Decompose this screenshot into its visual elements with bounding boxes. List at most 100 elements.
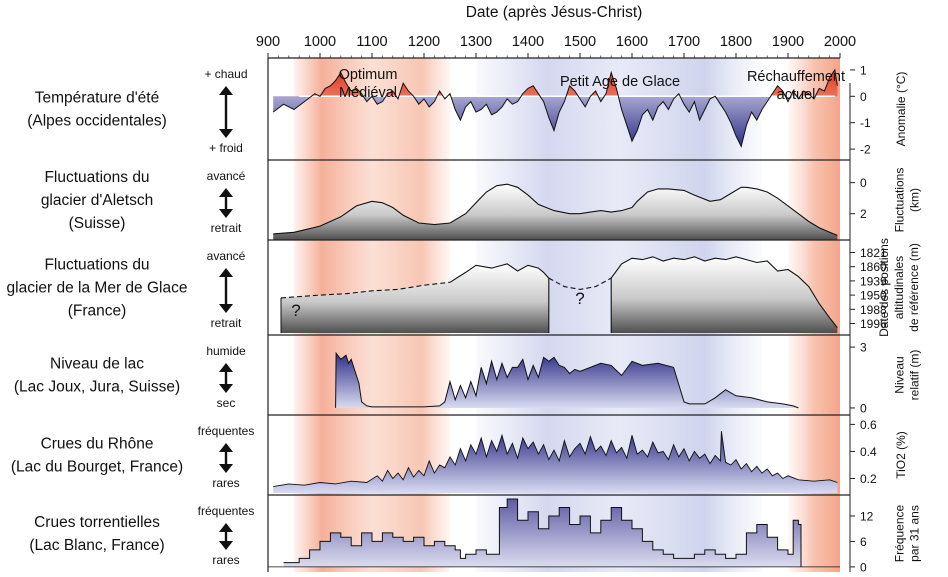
x-tick-label-1000: 1000	[304, 34, 336, 50]
panel-top-label-torrents: fréquentes	[198, 504, 255, 518]
y-tick-label-merdeglace: 1950	[860, 289, 887, 303]
panel-title-merdeglace: glacier de la Mer de Glace	[7, 280, 188, 297]
merdeglace-dashed-1	[280, 281, 451, 299]
y-tick-label-temp: -2	[860, 143, 871, 157]
arrow-up-icon	[219, 443, 233, 452]
y-tick-label-aletsch: 0	[860, 176, 867, 190]
y-tick-label-merdeglace: 1996	[860, 317, 887, 331]
merdeglace-area-2	[611, 256, 838, 333]
lake-area	[335, 353, 799, 408]
y-tick-label-merdeglace: 1939	[860, 274, 887, 288]
panel-title-lake: (Lac Joux, Jura, Suisse)	[14, 379, 180, 396]
y-axis-label-torrents: par 31 ans	[908, 505, 922, 562]
panel-title-temp: (Alpes occidentales)	[27, 113, 167, 130]
arrow-down-icon	[219, 464, 233, 473]
x-tick-label-1300: 1300	[460, 34, 492, 50]
panel-bottom-label-lake: sec	[217, 396, 236, 410]
rhone-area	[273, 431, 838, 493]
x-tick-label-2000: 2000	[824, 34, 856, 50]
y-axis-label-merdeglace: altitudinales	[892, 256, 906, 319]
arrow-up-icon	[219, 523, 233, 532]
y-tick-label-merdeglace: 1821	[860, 246, 887, 260]
x-tick-label-1900: 1900	[772, 34, 804, 50]
panel-top-label-rhone: fréquentes	[198, 424, 255, 438]
y-tick-label-temp: -1	[860, 116, 871, 130]
period-label-1: Petit Age de Glace	[560, 74, 680, 90]
y-axis-label-temp: Anomalie (°C)	[894, 72, 908, 147]
arrow-up-icon	[219, 188, 233, 197]
period-label-0: Optimum	[339, 67, 398, 83]
y-tick-label-torrents: 6	[860, 535, 867, 549]
y-tick-label-rhone: 0.4	[860, 445, 877, 459]
y-tick-label-rhone: 0.2	[860, 472, 877, 486]
y-tick-label-temp: 1	[860, 63, 867, 77]
y-tick-label-lake: 0	[860, 401, 867, 415]
x-tick-label-1800: 1800	[720, 34, 752, 50]
panel-title-merdeglace: Fluctuations du	[44, 257, 149, 274]
panel-title-torrents: Crues torrentielles	[34, 514, 160, 531]
y-axis-label-aletsch: (km)	[908, 188, 922, 212]
merdeglace-unknown-1: ?	[291, 301, 300, 320]
y-tick-label-aletsch: 2	[860, 207, 867, 221]
merdeglace-series-2	[610, 256, 838, 333]
panel-title-rhone: (Lac du Bourget, France)	[11, 459, 183, 476]
lake-series-line	[335, 351, 799, 409]
y-tick-label-merdeglace: 1988	[860, 303, 887, 317]
y-tick-label-lake: 3	[860, 341, 867, 355]
temp-cold-area	[273, 96, 838, 147]
arrow-up-icon	[219, 363, 233, 372]
panel-title-aletsch: (Suisse)	[69, 215, 126, 232]
panel-bottom-label-rhone: rares	[212, 476, 239, 490]
y-axis-label-torrents: Fréquence	[893, 504, 907, 562]
panel-bottom-label-aletsch: retrait	[211, 221, 242, 235]
aletsch-series-line	[273, 183, 838, 236]
y-axis-label-merdeglace: Date des positions	[877, 238, 891, 337]
y-axis-label-merdeglace: de référence (m)	[907, 243, 921, 332]
x-tick-label-1200: 1200	[408, 34, 440, 50]
panel-title-torrents: (Lac Blanc, France)	[29, 537, 164, 554]
period-label-2: Réchauffement	[747, 69, 845, 85]
panel-top-label-merdeglace: avancé	[207, 249, 246, 263]
merdeglace-unknown-2: ?	[575, 289, 584, 308]
merdeglace-series-1	[449, 263, 550, 333]
panel-bottom-label-temp: + froid	[209, 141, 243, 155]
aletsch-area	[273, 184, 838, 240]
panel-top-label-aletsch: avancé	[207, 169, 246, 183]
period-label-2: actuel	[777, 87, 816, 103]
period-label-0: Médiéval	[339, 85, 397, 101]
panel-top-label-temp: + chaud	[204, 67, 247, 81]
arrow-down-icon	[219, 384, 233, 393]
arrow-down-icon	[219, 541, 233, 550]
rhone-series-line	[273, 431, 838, 488]
arrow-down-icon	[219, 129, 233, 138]
arrow-down-icon	[219, 304, 233, 313]
x-tick-label-1600: 1600	[616, 34, 648, 50]
y-tick-label-torrents: 0	[860, 560, 867, 574]
arrow-up-icon	[219, 268, 233, 277]
x-tick-label-1500: 1500	[564, 34, 596, 50]
y-axis-label-aletsch: Fluctuations	[893, 168, 907, 233]
y-axis-label-rhone: TiO2 (%)	[894, 431, 908, 479]
panel-bottom-label-torrents: rares	[212, 553, 239, 567]
y-tick-label-rhone: 0.6	[860, 418, 877, 432]
x-axis-title: Date (après Jésus-Christ)	[466, 4, 643, 21]
panel-title-lake: Niveau de lac	[50, 356, 144, 373]
panel-top-label-lake: humide	[206, 344, 246, 358]
merdeglace-dashed-2	[548, 277, 612, 290]
panel-title-rhone: Crues du Rhône	[41, 436, 154, 453]
temp-series-line	[272, 68, 838, 148]
x-tick-label-1700: 1700	[668, 34, 700, 50]
torrent-area	[283, 499, 802, 567]
panel-title-aletsch: Fluctuations du	[44, 169, 149, 186]
y-tick-label-merdeglace: 1860	[860, 260, 887, 274]
merdeglace-area-1	[281, 263, 549, 333]
y-tick-label-temp: 0	[860, 90, 867, 104]
panel-title-aletsch: glacier d'Aletsch	[41, 192, 153, 209]
x-tick-label-1100: 1100	[356, 34, 387, 50]
y-axis-label-lake: Niveau	[893, 356, 907, 393]
torrent-series-line	[283, 498, 802, 567]
panel-title-temp: Température d'été	[35, 90, 159, 107]
panel-title-merdeglace: (France)	[68, 303, 127, 320]
y-tick-label-torrents: 12	[860, 509, 874, 523]
